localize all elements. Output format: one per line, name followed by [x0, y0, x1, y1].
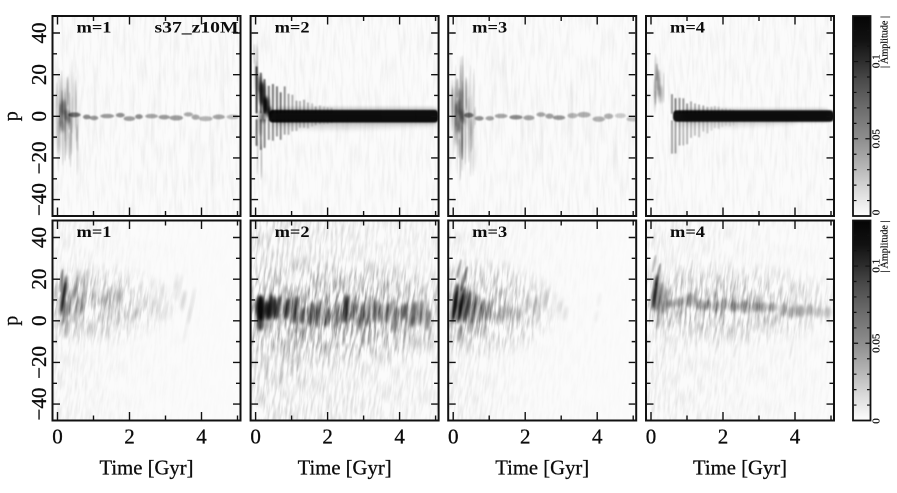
svg-text:p: p [1, 316, 23, 326]
svg-text:0: 0 [52, 424, 63, 448]
svg-text:−40: −40 [27, 183, 51, 216]
svg-text:4: 4 [790, 424, 801, 448]
svg-text:−20: −20 [27, 346, 51, 379]
svg-text:4: 4 [592, 424, 603, 448]
svg-text:40: 40 [27, 23, 51, 44]
svg-text:20: 20 [27, 64, 51, 85]
svg-text:2: 2 [322, 424, 333, 448]
svg-text:0.05: 0.05 [871, 129, 883, 149]
svg-text:s37_z10M: s37_z10M [155, 19, 239, 36]
svg-text:Time [Gyr]: Time [Gyr] [100, 455, 194, 479]
svg-text:0: 0 [27, 111, 51, 122]
svg-text:0.05: 0.05 [871, 333, 883, 353]
svg-text:p: p [1, 111, 23, 121]
svg-text:| Amplitude |: | Amplitude | [880, 16, 891, 68]
svg-text:0: 0 [871, 209, 883, 215]
svg-text:m=1: m=1 [77, 224, 112, 241]
svg-text:0: 0 [646, 424, 657, 448]
svg-text:| Amplitude |: | Amplitude | [880, 221, 891, 273]
svg-text:Time [Gyr]: Time [Gyr] [693, 455, 787, 479]
svg-text:2: 2 [718, 424, 729, 448]
svg-text:40: 40 [27, 227, 51, 248]
svg-text:m=4: m=4 [670, 19, 705, 36]
svg-text:2: 2 [124, 424, 135, 448]
svg-text:0: 0 [448, 424, 459, 448]
svg-text:m=4: m=4 [670, 224, 705, 241]
svg-text:Time [Gyr]: Time [Gyr] [298, 455, 392, 479]
svg-text:−20: −20 [27, 142, 51, 175]
svg-text:4: 4 [196, 424, 207, 448]
svg-text:4: 4 [394, 424, 405, 448]
svg-text:m=2: m=2 [275, 224, 310, 241]
svg-text:m=1: m=1 [77, 19, 112, 36]
svg-text:0.1: 0.1 [871, 259, 883, 273]
svg-text:m=3: m=3 [472, 19, 507, 36]
svg-text:m=2: m=2 [275, 19, 310, 36]
svg-text:0: 0 [27, 316, 51, 327]
svg-text:0.1: 0.1 [871, 54, 883, 68]
svg-text:0: 0 [871, 418, 883, 424]
svg-text:−40: −40 [27, 388, 51, 421]
svg-text:0: 0 [250, 424, 261, 448]
svg-text:2: 2 [520, 424, 531, 448]
svg-text:Time [Gyr]: Time [Gyr] [495, 455, 589, 479]
svg-text:20: 20 [27, 269, 51, 290]
svg-text:m=3: m=3 [472, 224, 507, 241]
